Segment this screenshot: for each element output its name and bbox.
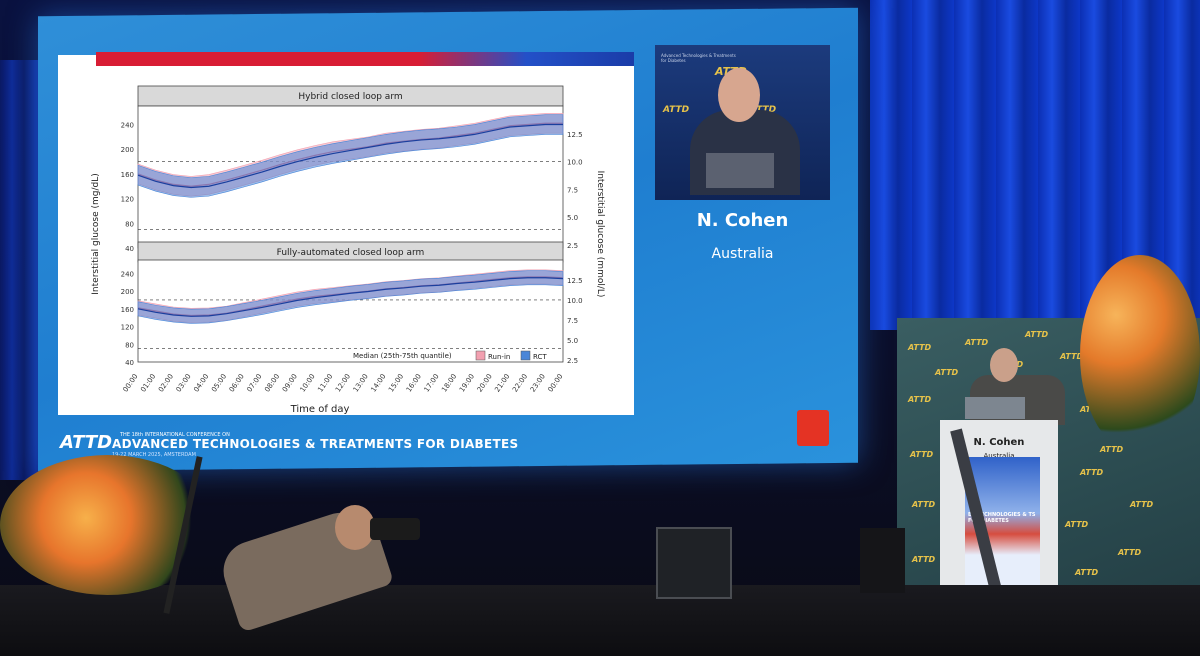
banner-logo-tile: ATTD (1130, 500, 1154, 509)
y-tick-label-mmol: 10.0 (567, 297, 583, 305)
y-tick-label-mgdl: 40 (125, 245, 134, 253)
conference-edition: THE 18th INTERNATIONAL CONFERENCE ON (120, 432, 230, 438)
y-tick-label-mmol: 12.5 (567, 277, 583, 285)
y-tick-label-mgdl: 80 (125, 341, 134, 349)
y-tick-label-mgdl: 200 (121, 288, 134, 296)
banner-logo-tile: ATTD (1060, 352, 1084, 361)
series-line-rct (137, 123, 563, 189)
banner-logo-tile: ATTD (1075, 568, 1099, 577)
y-tick-label-mmol: 5.0 (567, 214, 578, 222)
y-tick-label-mgdl: 240 (121, 270, 134, 278)
y-tick-label-mmol: 10.0 (567, 159, 583, 167)
y-tick-label-mmol: 7.5 (567, 317, 578, 325)
x-tick-label: 23:00 (529, 373, 547, 394)
lectern-country: Australia (983, 452, 1015, 460)
y-tick-label-mgdl: 40 (125, 359, 134, 367)
photographer-head (335, 505, 375, 550)
x-tick-label: 08:00 (263, 373, 281, 394)
speaker-country: Australia (711, 246, 774, 262)
y-tick-label-mgdl: 200 (121, 146, 134, 154)
x-tick-label: 13:00 (352, 373, 370, 394)
legend-swatch-run-in (475, 350, 486, 361)
y-tick-label-mmol: 5.0 (567, 337, 578, 345)
stage-monitor (656, 527, 732, 599)
feed-sign-logo-2: ATTD (663, 105, 690, 115)
x-tick-label: 21:00 (493, 373, 511, 394)
x-tick-label: 17:00 (423, 373, 441, 394)
x-tick-label: 14:00 (369, 373, 387, 394)
banner-logo-tile: ATTD (908, 395, 932, 404)
stage-speaker-box (860, 528, 905, 593)
conference-dates: 19-22 MARCH 2025, AMSTERDAM (112, 452, 196, 458)
banner-logo-tile: ATTD (908, 343, 932, 352)
x-tick-label: 09:00 (281, 373, 299, 394)
conference-logo: ATTD (60, 432, 113, 453)
banner-logo-tile: ATTD (1100, 445, 1124, 454)
legend-swatch-rct (520, 350, 531, 361)
legend-label: Median (25th-75th quantile) (353, 352, 452, 360)
x-tick-label: 02:00 (157, 373, 175, 394)
series-line-rct (137, 277, 564, 317)
slide-header-stripe (96, 52, 634, 66)
legend-item-run-in: Run-in (488, 353, 510, 361)
x-tick-label: 10:00 (299, 373, 317, 394)
y-tick-label-mmol: 7.5 (567, 186, 578, 194)
banner-logo-tile: ATTD (1065, 520, 1089, 529)
y-tick-label-mmol: 2.5 (567, 242, 578, 250)
x-axis-label: Time of day (290, 404, 350, 415)
y-tick-label-mgdl: 120 (121, 324, 134, 332)
panel-strip-label: Hybrid closed loop arm (298, 92, 402, 102)
banner-logo-tile: ATTD (912, 500, 936, 509)
speaker-head (990, 348, 1018, 382)
flower-arrangement-left (0, 455, 215, 595)
lectern-name: N. Cohen (973, 437, 1025, 448)
y-tick-label-mgdl: 240 (121, 122, 134, 130)
stage-floor (0, 585, 1200, 656)
x-tick-label: 18:00 (440, 373, 458, 394)
y-tick-label-mmol: 2.5 (567, 357, 578, 365)
y-tick-label-mgdl: 80 (125, 220, 134, 228)
feed-speaker-head (718, 68, 760, 122)
feed-laptop (706, 153, 774, 188)
x-tick-label: 22:00 (511, 373, 529, 394)
speaker-name: N. Cohen (696, 210, 789, 231)
camera-icon (370, 518, 420, 540)
banner-logo-tile: ATTD (912, 555, 936, 564)
glucose-chart: Interstitial glucose (mg/dL) Interstitial… (91, 85, 605, 415)
y-axis-right-label: Interstitial glucose (mmol/L) (595, 171, 605, 298)
x-tick-label: 15:00 (387, 373, 405, 394)
x-tick-label: 19:00 (458, 373, 476, 394)
x-tick-label: 00:00 (547, 373, 565, 394)
y-tick-label-mgdl: 160 (121, 306, 134, 314)
x-tick-label: 03:00 (175, 373, 193, 394)
banner-logo-tile: ATTD (935, 368, 959, 377)
slide-corner-icon (797, 410, 829, 446)
flower-arrangement-right (1080, 255, 1200, 455)
x-tick-label: 01:00 (139, 373, 157, 394)
speaker-laptop (965, 397, 1025, 419)
x-tick-label: 04:00 (192, 373, 210, 394)
x-tick-label: 11:00 (316, 373, 334, 394)
x-tick-label: 12:00 (334, 373, 352, 394)
conference-title: ADVANCED TECHNOLOGIES & TREATMENTS FOR D… (112, 437, 519, 451)
x-tick-label: 07:00 (245, 373, 263, 394)
x-tick-label: 05:00 (210, 373, 228, 394)
banner-logo-tile: ATTD (910, 450, 934, 459)
y-tick-label-mgdl: 160 (121, 171, 134, 179)
x-tick-label: 20:00 (476, 373, 494, 394)
banner-logo-tile: ATTD (1025, 330, 1049, 339)
y-axis-left-label: Interstitial glucose (mg/dL) (91, 173, 101, 294)
y-tick-label-mgdl: 120 (121, 196, 134, 204)
banner-logo-tile: ATTD (1118, 548, 1142, 557)
x-tick-label: 00:00 (122, 373, 140, 394)
x-tick-label: 16:00 (405, 373, 423, 394)
lectern-screen-text: ED TECHNOLOGIES & TS FOR DIABETES (968, 512, 1036, 524)
y-tick-label-mmol: 12.5 (567, 131, 583, 139)
legend-item-rct: RCT (533, 353, 547, 361)
x-tick-label: 06:00 (228, 373, 246, 394)
banner-logo-tile: ATTD (965, 338, 989, 347)
feed-sign-text: Advanced Technologies & Treatments for D… (661, 53, 736, 63)
banner-logo-tile: ATTD (1080, 468, 1104, 477)
panel-strip-label: Fully-automated closed loop arm (277, 248, 425, 258)
